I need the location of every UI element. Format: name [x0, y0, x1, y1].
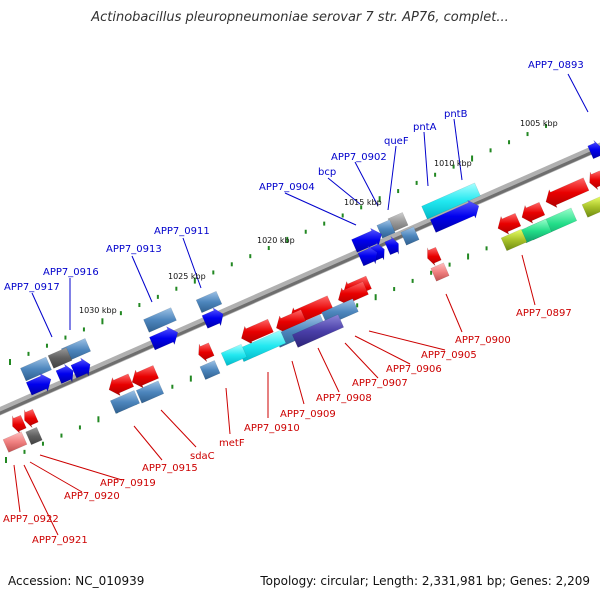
genome-backbone-shade — [0, 147, 600, 415]
gene-feature[interactable] — [109, 390, 141, 414]
gene-feature[interactable] — [430, 262, 450, 282]
gene-label-forward[interactable]: APP7_0904 — [259, 182, 315, 193]
gene-label-reverse[interactable]: APP7_0905 — [421, 350, 477, 361]
gene-feature[interactable] — [12, 414, 27, 434]
gene-feature[interactable] — [25, 426, 43, 446]
map-title: Actinobacillus pleuropneumoniae serovar … — [91, 10, 509, 25]
kbp-label: 1010 kbp — [434, 159, 472, 168]
gene-label-reverse[interactable]: APP7_0921 — [32, 535, 88, 546]
gene-label-forward[interactable]: APP7_0893 — [528, 60, 584, 71]
gene-label-forward[interactable]: queF — [384, 136, 409, 147]
gene-feature[interactable] — [521, 201, 546, 224]
gene-feature[interactable] — [201, 307, 224, 329]
gene-label-forward[interactable]: pntB — [444, 109, 468, 120]
kbp-label: 1025 kbp — [168, 272, 206, 281]
gene-label-reverse[interactable]: APP7_0910 — [244, 423, 300, 434]
gene-feature[interactable] — [24, 408, 39, 428]
gene-feature[interactable] — [291, 314, 345, 348]
genome-summary-text: Topology: circular; Length: 2,331,981 bp… — [260, 574, 590, 588]
gene-label-forward[interactable]: APP7_0911 — [154, 226, 210, 237]
gene-label-forward[interactable]: APP7_0917 — [4, 282, 60, 293]
gene-feature[interactable] — [241, 318, 274, 345]
gene-feature[interactable] — [20, 356, 52, 382]
reverse-callouts — [13, 254, 536, 536]
gene-label-reverse[interactable]: APP7_0906 — [386, 364, 442, 375]
gene-feature[interactable] — [400, 226, 420, 246]
gene-label-forward[interactable]: pntA — [413, 122, 437, 133]
gene-feature[interactable] — [421, 182, 481, 220]
gene-label-forward[interactable]: APP7_0913 — [106, 244, 162, 255]
gene-label-reverse[interactable]: APP7_0907 — [352, 378, 408, 389]
gene-label-reverse[interactable]: metF — [219, 438, 245, 449]
kbp-label: 1015 kbp — [344, 198, 382, 207]
gene-feature[interactable] — [589, 170, 600, 190]
gene-feature[interactable] — [587, 140, 600, 160]
gene-feature[interactable] — [108, 373, 135, 397]
gene-feature[interactable] — [131, 365, 160, 389]
kbp-label: 1005 kbp — [520, 119, 558, 128]
gene-feature[interactable] — [149, 326, 179, 351]
forward-callouts — [31, 73, 589, 338]
gene-glyphs — [2, 140, 600, 453]
gene-label-forward[interactable]: APP7_0902 — [331, 152, 387, 163]
kbp-label: 1020 kbp — [257, 236, 295, 245]
gene-label-reverse[interactable]: APP7_0909 — [280, 409, 336, 420]
gene-feature[interactable] — [357, 245, 378, 267]
gene-feature[interactable] — [429, 199, 480, 233]
gene-feature[interactable] — [199, 360, 221, 380]
gene-feature[interactable] — [2, 431, 28, 453]
gene-label-reverse[interactable]: APP7_0920 — [64, 491, 120, 502]
gene-label-reverse[interactable]: APP7_0897 — [516, 308, 572, 319]
gene-feature[interactable] — [500, 228, 528, 252]
gene-label-reverse[interactable]: APP7_0915 — [142, 463, 198, 474]
gene-feature[interactable] — [25, 372, 52, 396]
accession-text: Accession: NC_010939 — [8, 574, 145, 588]
kbp-label: 1030 kbp — [79, 306, 117, 315]
gene-feature[interactable] — [545, 177, 590, 209]
gene-feature[interactable] — [384, 236, 399, 256]
gene-feature[interactable] — [55, 363, 74, 384]
genome-backbone — [0, 142, 600, 416]
gene-feature[interactable] — [351, 227, 382, 253]
gene-label-forward[interactable]: APP7_0916 — [43, 267, 99, 278]
gene-feature[interactable] — [47, 347, 73, 369]
gene-feature[interactable] — [427, 246, 442, 266]
gene-feature[interactable] — [497, 212, 522, 235]
gene-feature[interactable] — [581, 196, 600, 218]
gene-feature[interactable] — [143, 307, 177, 333]
gene-feature[interactable] — [70, 357, 91, 379]
gene-label-forward[interactable]: bcp — [318, 167, 336, 178]
gene-feature[interactable] — [135, 380, 165, 404]
gene-label-reverse[interactable]: sdaC — [190, 451, 215, 462]
gene-label-reverse[interactable]: APP7_0922 — [3, 514, 59, 525]
gene-label-reverse[interactable]: APP7_0908 — [316, 393, 372, 404]
gene-label-reverse[interactable]: APP7_0900 — [455, 335, 511, 346]
gene-feature[interactable] — [195, 290, 223, 314]
kbp-tick-labels: 1005 kbp 1010 kbp 1015 kbp 1020 kbp 1025… — [79, 119, 558, 315]
gene-label-reverse[interactable]: APP7_0919 — [100, 478, 156, 489]
gene-feature[interactable] — [220, 343, 248, 367]
gene-feature[interactable] — [198, 342, 215, 362]
